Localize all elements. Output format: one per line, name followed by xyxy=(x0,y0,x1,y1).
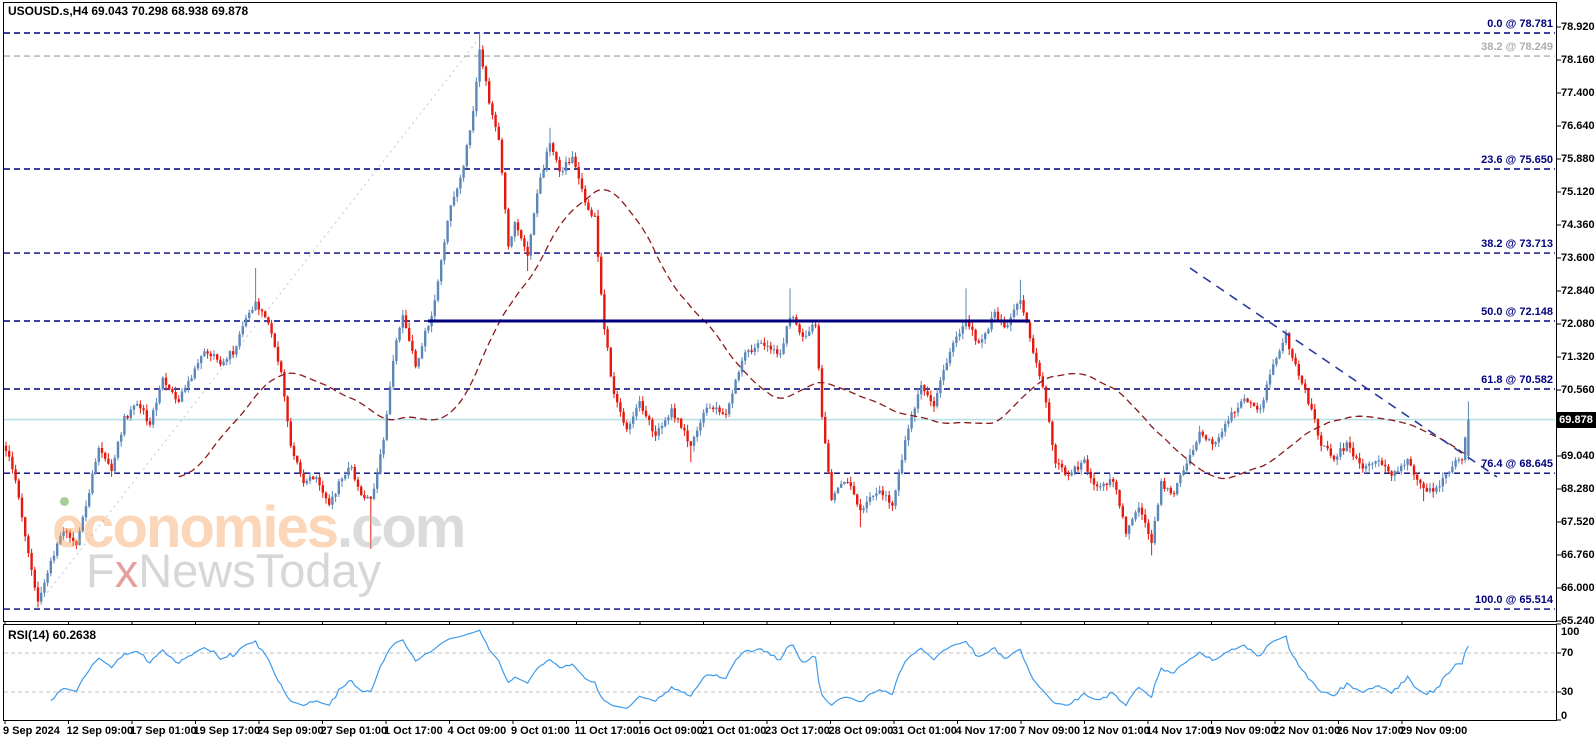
time-axis-label: 7 Nov 09:00 xyxy=(1019,725,1081,737)
fib-level-label: 76.4 @ 68.645 xyxy=(1481,458,1553,471)
watermark-sub-rest: NewsToday xyxy=(138,544,382,597)
price-axis-label: 76.640 xyxy=(1561,119,1595,132)
time-axis-label: 19 Nov 09:00 xyxy=(1209,725,1277,737)
price-axis-label: 69.040 xyxy=(1561,449,1595,462)
price-axis-label: 74.360 xyxy=(1561,218,1595,231)
watermark-logo-dot xyxy=(60,497,69,506)
time-axis-label: 17 Sep 01:00 xyxy=(130,725,197,737)
price-axis-label: 75.880 xyxy=(1561,152,1595,165)
time-axis-label: 29 Nov 09:00 xyxy=(1400,725,1468,737)
fib-level-label: 23.6 @ 75.650 xyxy=(1481,153,1553,166)
rsi-axis-label: 30 xyxy=(1561,685,1574,698)
rsi-axis-label: 0 xyxy=(1561,710,1568,722)
fib-level-label: 0.0 @ 78.781 xyxy=(1487,18,1553,31)
watermark-sub-f: F xyxy=(86,544,115,597)
price-axis-label: 72.080 xyxy=(1561,317,1595,330)
price-axis-label: 66.000 xyxy=(1561,581,1595,594)
watermark-brand-name: economies xyxy=(52,495,339,560)
descending-trendline[interactable] xyxy=(1189,267,1498,478)
axis-tick-marks xyxy=(4,26,1561,724)
time-axis-label: 9 Sep 2024 xyxy=(3,725,60,737)
price-axis-label: 67.520 xyxy=(1561,515,1595,528)
time-axis-label: 24 Sep 09:00 xyxy=(257,725,324,737)
time-axis-label: 19 Sep 17:00 xyxy=(193,725,261,737)
price-axis-label: 66.760 xyxy=(1561,548,1595,561)
time-axis-label: 12 Sep 09:00 xyxy=(66,725,134,737)
fib-level-label: 38.2 @ 73.713 xyxy=(1481,238,1553,251)
chart-title: USOUSD.s,H4 69.043 70.298 68.938 69.878 xyxy=(8,4,249,18)
time-axis-label: 21 Oct 01:00 xyxy=(701,725,767,737)
price-axis-label: 78.160 xyxy=(1561,53,1595,66)
watermark-subbrand: FxNewsToday xyxy=(86,543,381,598)
fib-level-label: 38.2 @ 78.249 xyxy=(1481,41,1553,54)
time-axis-label: 1 Oct 17:00 xyxy=(384,725,443,737)
watermark-brand-domain: .com xyxy=(337,495,466,560)
rsi-panel-border xyxy=(3,624,1557,721)
time-axis-label: 16 Oct 09:00 xyxy=(638,725,703,737)
rsi-axis-label: 100 xyxy=(1561,626,1580,638)
time-axis-label: 27 Sep 01:00 xyxy=(320,725,388,737)
fib-level-label: 61.8 @ 70.582 xyxy=(1481,374,1553,387)
main-panel-border xyxy=(3,2,1557,622)
rsi-line xyxy=(50,629,1469,709)
time-axis-label: 9 Oct 01:00 xyxy=(511,725,570,737)
fib-level-label: 100.0 @ 65.514 xyxy=(1474,594,1553,607)
moving-average-line[interactable] xyxy=(178,189,1469,480)
price-axis-label: 71.320 xyxy=(1561,350,1595,363)
time-axis-label: 31 Oct 01:00 xyxy=(892,725,957,737)
fib-level-label: 50.0 @ 72.148 xyxy=(1481,306,1553,319)
time-axis-label: 11 Oct 17:00 xyxy=(574,725,639,737)
price-axis-label: 65.240 xyxy=(1561,614,1595,627)
time-axis-label: 14 Nov 17:00 xyxy=(1146,725,1214,737)
time-axis-label: 4 Nov 17:00 xyxy=(955,725,1017,737)
time-axis-label: 12 Nov 01:00 xyxy=(1082,725,1150,737)
price-axis-label: 75.120 xyxy=(1561,185,1595,198)
rsi-indicator-label: RSI(14) 60.2638 xyxy=(8,628,97,642)
price-axis-label: 77.400 xyxy=(1561,86,1595,99)
time-axis-label: 4 Oct 09:00 xyxy=(447,725,507,737)
time-axis-label: 22 Nov 01:00 xyxy=(1273,725,1341,737)
price-axis-label: 68.280 xyxy=(1561,482,1595,495)
time-axis-label: 23 Oct 17:00 xyxy=(765,725,830,737)
time-axis-label: 28 Oct 09:00 xyxy=(828,725,894,737)
price-axis-label: 73.600 xyxy=(1561,251,1595,264)
rsi-axis-label: 70 xyxy=(1561,646,1574,659)
watermark-sub-x: x xyxy=(114,544,139,597)
price-axis-label: 72.840 xyxy=(1561,284,1595,297)
time-axis-label: 26 Nov 17:00 xyxy=(1336,725,1404,737)
price-axis-label: 78.920 xyxy=(1561,20,1595,33)
ascending-trendline[interactable] xyxy=(39,31,485,603)
current-price-badge: 69.878 xyxy=(1556,411,1596,428)
watermark-brand: economies.com xyxy=(52,494,466,561)
price-axis-label: 70.560 xyxy=(1561,383,1595,396)
